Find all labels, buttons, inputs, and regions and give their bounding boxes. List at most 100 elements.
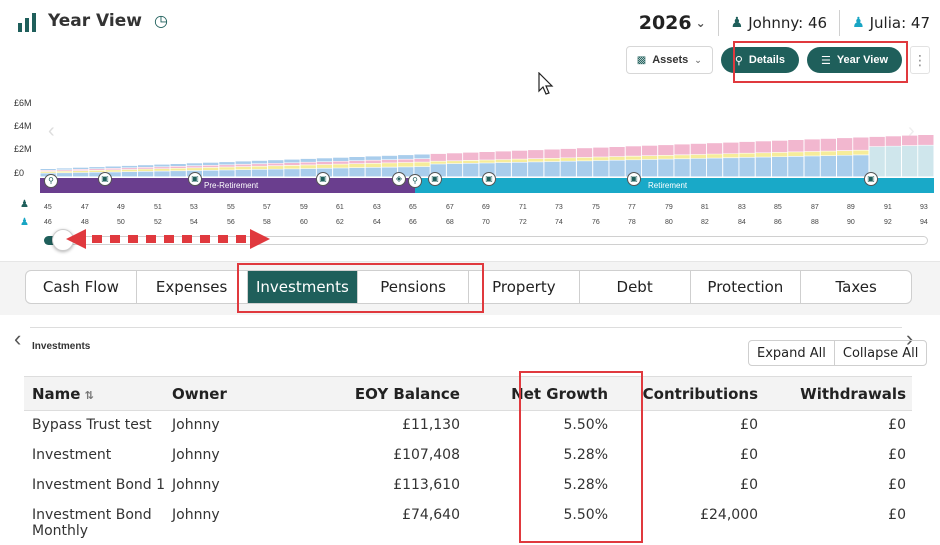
table-row[interactable]: Bypass Trust test Johnny £11,130 5.50% £… [24, 411, 912, 441]
age-tick-label: 92 [884, 219, 892, 226]
tab-pensions[interactable]: Pensions [358, 271, 469, 303]
mouse-cursor-icon [538, 72, 554, 95]
tab-expenses[interactable]: Expenses [137, 271, 248, 303]
asset-bar-segment [186, 163, 203, 166]
asset-bar-segment [73, 171, 89, 173]
tab-investments[interactable]: Investments [247, 271, 359, 303]
y-axis-label: £4M [14, 121, 32, 131]
event-icon[interactable]: ▣ [864, 172, 878, 186]
asset-bar-segment [56, 173, 73, 177]
more-options-icon[interactable]: ⋮ [910, 46, 930, 74]
asset-bar-segment [495, 151, 511, 160]
asset-bar [723, 142, 739, 177]
asset-bar-segment [381, 167, 398, 177]
tab-protection[interactable]: Protection [691, 271, 802, 303]
column-withdrawals[interactable]: Withdrawals [758, 376, 912, 411]
zoom-icon[interactable]: ⚲ [408, 174, 422, 188]
event-icon[interactable]: ▣ [316, 172, 330, 186]
asset-bar-segment [56, 168, 73, 170]
column-eoy-balance[interactable]: EOY Balance [290, 376, 460, 411]
asset-bar-segment [398, 155, 414, 159]
year-selector[interactable]: 2026 ⌄ [639, 12, 706, 34]
asset-bar [56, 168, 73, 177]
person-icon: ♟ [852, 15, 865, 31]
asset-bar [772, 140, 788, 177]
column-name[interactable]: Name ⇅ [24, 376, 172, 411]
event-icon[interactable]: ▣ [188, 172, 202, 186]
age-tick-label: 50 [117, 219, 125, 226]
investments-table: Name ⇅ Owner EOY Balance Net Growth Contr… [24, 376, 912, 540]
asset-bar-segment [284, 165, 300, 169]
asset-bar-segment [186, 168, 203, 171]
chevron-right-icon[interactable]: › [908, 120, 915, 142]
retirement-band: Retirement [415, 178, 934, 193]
person-label: Johnny: 46 [748, 14, 828, 32]
cell-contrib: £0 [740, 417, 758, 433]
bar-chart-icon: ▩ [636, 54, 647, 66]
tag-icon[interactable]: ◈ [392, 172, 406, 186]
sort-icon[interactable]: ⇅ [84, 388, 94, 402]
year-view-button[interactable]: ☰ Year View [806, 47, 902, 73]
asset-bar-segment [333, 164, 349, 168]
asset-bar-segment [739, 153, 755, 158]
history-icon[interactable]: ◷ [153, 13, 168, 30]
expand-all-button[interactable]: Expand All [749, 341, 835, 365]
asset-bar-segment [690, 154, 706, 159]
table-row[interactable]: Investment Johnny £107,408 5.28% £0 £0 [24, 441, 912, 471]
pre-retirement-label: Pre-Retirement [204, 181, 259, 190]
asset-bar-segment [235, 166, 251, 170]
year-view-label: Year View [836, 54, 888, 66]
person-label: Julia: 47 [869, 14, 930, 32]
details-button[interactable]: ⚲ Details [720, 47, 799, 73]
asset-bar-segment [820, 156, 836, 177]
asset-bar-segment [544, 149, 560, 158]
asset-bar-segment [268, 163, 284, 166]
cell-growth: 5.28% [563, 447, 608, 463]
asset-bar [853, 137, 869, 177]
asset-bar-segment [203, 162, 219, 165]
double-arrow-icon [66, 229, 270, 249]
asset-bar-segment [755, 141, 771, 153]
asset-bar-segment [723, 153, 739, 158]
assets-dropdown[interactable]: ▩ Assets ⌄ [625, 46, 713, 74]
asset-bar [788, 140, 804, 177]
event-icon[interactable]: ▣ [482, 172, 496, 186]
expand-collapse-group: Expand All Collapse All [748, 340, 928, 366]
column-net-growth[interactable]: Net Growth [460, 376, 608, 411]
tab-taxes[interactable]: Taxes [835, 278, 877, 296]
asset-bar-segment [40, 171, 56, 173]
cell-name: Bypass Trust test [32, 417, 152, 433]
asset-bar-segment [772, 157, 788, 177]
cell-eoy: £113,610 [393, 477, 460, 493]
tab-property[interactable]: Property [469, 271, 580, 303]
age-tick-label: 57 [263, 204, 271, 211]
tab-debt[interactable]: Debt [580, 271, 691, 303]
tab-cash-flow[interactable]: Cash Flow [26, 271, 137, 303]
asset-bar-segment [837, 155, 853, 177]
asset-bar-segment [674, 144, 690, 155]
column-owner[interactable]: Owner [172, 376, 290, 411]
event-icon[interactable]: ▣ [627, 172, 641, 186]
zoom-icon[interactable]: ⚲ [44, 174, 58, 188]
cell-eoy: £74,640 [402, 507, 460, 523]
asset-bar-segment [479, 160, 495, 163]
asset-bar-segment [706, 158, 723, 177]
chevron-right-icon[interactable]: › [906, 326, 914, 351]
asset-bar-segment [576, 161, 593, 177]
age-tick-label: 72 [519, 219, 527, 226]
asset-bar [918, 135, 934, 177]
event-icon[interactable]: ▣ [428, 172, 442, 186]
event-icon[interactable]: ▣ [98, 172, 112, 186]
table-row[interactable]: Investment Bond Monthly Johnny £74,640 5… [24, 501, 912, 540]
table-row[interactable]: Investment Bond 1 Johnny £113,610 5.28% … [24, 471, 912, 501]
asset-bar-segment [690, 158, 706, 177]
asset-bar [300, 158, 316, 177]
chevron-left-icon[interactable]: ‹ [14, 326, 22, 351]
asset-bar [739, 141, 755, 177]
asset-bar-segment [788, 156, 804, 177]
table-header-row: Name ⇅ Owner EOY Balance Net Growth Contr… [24, 376, 912, 411]
chevron-left-icon[interactable]: ‹ [48, 120, 55, 142]
collapse-all-button[interactable]: Collapse All [842, 345, 919, 361]
column-contributions[interactable]: Contributions [608, 376, 758, 411]
asset-bar [544, 149, 560, 177]
